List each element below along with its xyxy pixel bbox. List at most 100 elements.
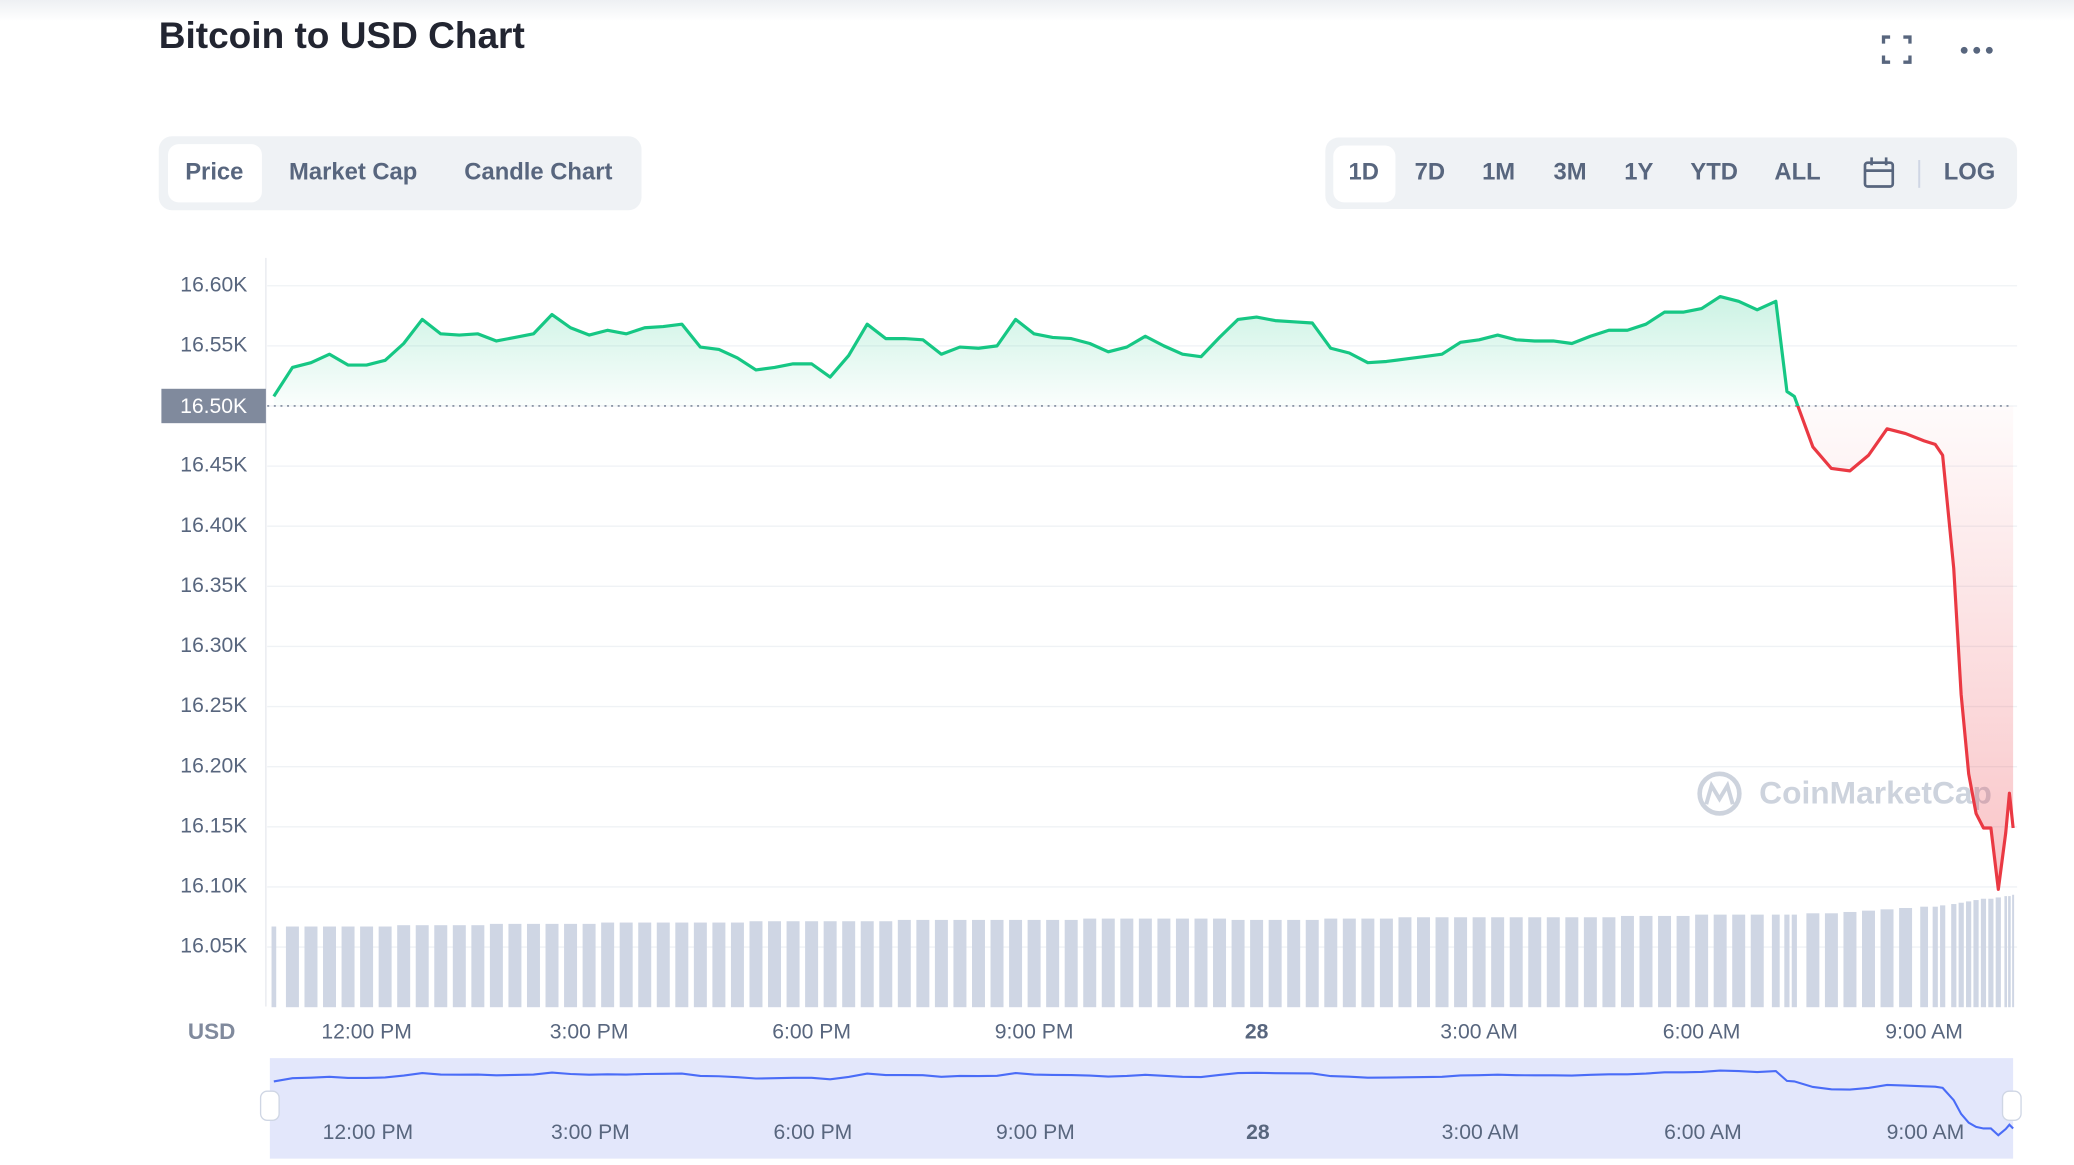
volume-bar xyxy=(2008,896,2011,1008)
volume-bar xyxy=(1791,914,1797,1008)
log-button[interactable]: LOG xyxy=(1944,159,1996,186)
volume-bar xyxy=(749,921,763,1008)
tab[interactable]: Market Cap xyxy=(289,159,417,186)
volume-bar xyxy=(823,921,837,1008)
volume-bar xyxy=(341,926,355,1008)
volume-bar xyxy=(1250,919,1264,1008)
volume-bar xyxy=(1620,915,1634,1008)
volume-bar xyxy=(1658,915,1672,1008)
navigator[interactable] xyxy=(269,1058,2014,1159)
volume-bar xyxy=(990,919,1004,1008)
volume-bar xyxy=(619,922,633,1008)
fullscreen-button[interactable] xyxy=(1881,35,1912,64)
volume-bar xyxy=(879,921,893,1008)
volume-bar xyxy=(1920,906,1929,1008)
range-button[interactable]: 7D xyxy=(1415,159,1445,186)
volume-bar xyxy=(1009,919,1023,1008)
volume-bar xyxy=(1602,917,1616,1008)
x-tick-label: 9:00 AM xyxy=(1885,1021,1963,1044)
range-button[interactable]: 1M xyxy=(1482,159,1515,186)
volume-bar xyxy=(1194,918,1208,1008)
volume-bar xyxy=(934,919,948,1008)
reference-label: 16.50K xyxy=(180,395,247,418)
navigator-tick-label: 9:00 PM xyxy=(996,1121,1075,1144)
x-tick-label: 3:00 PM xyxy=(550,1021,629,1044)
volume-bar xyxy=(805,921,819,1008)
volume-bar xyxy=(1379,918,1393,1008)
x-tick-label: 6:00 PM xyxy=(772,1021,851,1044)
range-button[interactable]: ALL xyxy=(1774,159,1820,186)
tab[interactable]: Candle Chart xyxy=(464,159,612,186)
navigator-tick-label: 12:00 PM xyxy=(323,1121,414,1144)
volume-bar xyxy=(860,921,874,1008)
range-group xyxy=(1325,137,2018,209)
currency-label: USD xyxy=(188,1019,235,1044)
volume-bar xyxy=(304,926,318,1008)
volume-bar xyxy=(1027,919,1041,1008)
more-button[interactable] xyxy=(1960,46,1993,54)
volume-bar xyxy=(1932,906,1938,1008)
volume-bar xyxy=(1046,919,1060,1008)
reference-label-box xyxy=(161,388,266,424)
volume-bar xyxy=(1806,913,1820,1008)
tab[interactable]: Price xyxy=(185,159,243,186)
range-button[interactable]: 1D xyxy=(1348,159,1378,186)
x-tick-label: 12:00 PM xyxy=(321,1021,412,1044)
watermark: CoinMarketCap xyxy=(1697,771,1992,816)
volume-bar xyxy=(656,922,670,1008)
y-tick-label: 16.45K xyxy=(180,454,247,477)
volume-bar xyxy=(1546,917,1560,1008)
x-tick-label: 3:00 AM xyxy=(1440,1021,1518,1044)
volume-bar xyxy=(1138,918,1152,1008)
volume-bar xyxy=(378,926,392,1008)
navigator-handle[interactable] xyxy=(259,1090,280,1121)
volume-bar xyxy=(1899,908,1913,1008)
volume-bar xyxy=(1231,919,1245,1008)
x-tick-label: 28 xyxy=(1245,1021,1269,1044)
y-tick-label: 16.05K xyxy=(180,935,247,958)
volume-bar xyxy=(360,926,374,1008)
volume-bar xyxy=(1583,917,1597,1008)
volume-bar xyxy=(285,926,299,1008)
volume-bar xyxy=(1324,918,1338,1008)
volume-bar xyxy=(1951,904,1957,1008)
volume-bar xyxy=(1342,918,1356,1008)
navigator-tick-label: 9:00 AM xyxy=(1887,1121,1965,1144)
volume-bar xyxy=(1454,917,1468,1008)
y-tick-label: 16.15K xyxy=(180,814,247,837)
volume-bar xyxy=(1157,918,1171,1008)
navigator-tick-label: 6:00 PM xyxy=(774,1121,853,1144)
volume-bar xyxy=(1565,917,1579,1008)
volume-bar xyxy=(564,923,578,1008)
calendar-button[interactable] xyxy=(1863,157,1895,188)
y-tick-label: 16.35K xyxy=(180,574,247,597)
volume-bar xyxy=(897,919,911,1008)
volume-bar xyxy=(582,923,596,1008)
range-button[interactable]: 3M xyxy=(1554,159,1587,186)
volume-bar xyxy=(1713,914,1727,1008)
navigator-tick-label: 3:00 PM xyxy=(551,1121,630,1144)
volume-bar xyxy=(601,922,615,1008)
y-tick-label: 16.40K xyxy=(180,514,247,537)
volume-bar xyxy=(1398,917,1412,1008)
volume-bar xyxy=(1784,914,1790,1008)
volume-bar xyxy=(1435,917,1449,1008)
volume-bar xyxy=(1491,917,1505,1008)
navigator-handle[interactable] xyxy=(2001,1090,2022,1121)
volume-bar xyxy=(1268,919,1282,1008)
x-tick-label: 6:00 AM xyxy=(1663,1021,1741,1044)
range-button[interactable]: YTD xyxy=(1690,159,1738,186)
range-button[interactable]: 1Y xyxy=(1624,159,1653,186)
volume-bar xyxy=(1824,913,1838,1008)
volume-bar xyxy=(471,925,485,1008)
volume-bar xyxy=(1472,917,1486,1008)
volume-bar xyxy=(1940,905,1946,1008)
y-tick-label: 16.20K xyxy=(180,754,247,777)
volume-bar xyxy=(545,923,559,1008)
volume-bar xyxy=(1750,914,1764,1008)
active-range xyxy=(1333,145,1396,203)
volume-bar xyxy=(526,923,540,1008)
volume-bar xyxy=(1639,915,1653,1008)
